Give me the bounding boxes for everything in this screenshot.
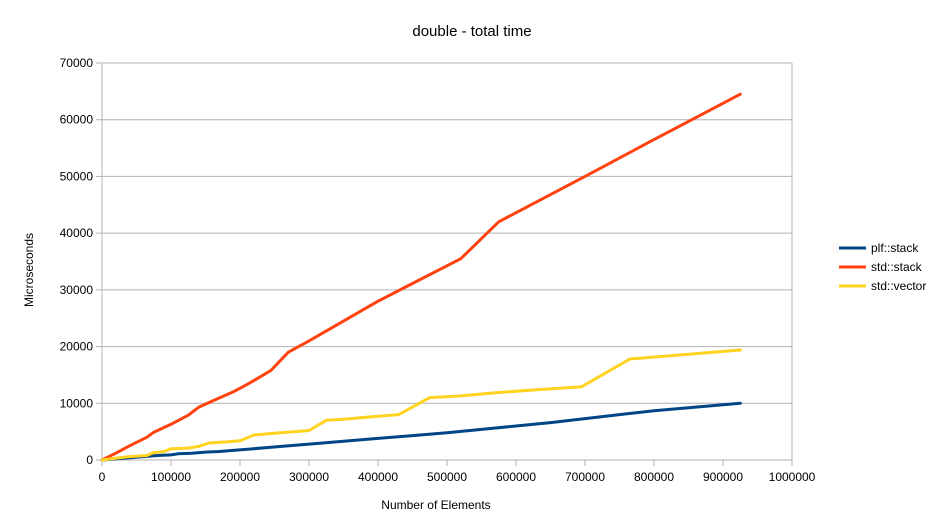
y-tick-label: 10000 xyxy=(60,396,94,410)
x-tick-label: 100000 xyxy=(151,470,191,484)
x-axis-ticks: 0 100000 200000 300000 400000 500000 600000 700… xyxy=(99,470,816,484)
series-line-std-vector xyxy=(100,348,742,462)
y-tick-label: 0 xyxy=(86,453,93,467)
x-axis-title: Number of Elements xyxy=(381,498,490,512)
legend-label: std::vector xyxy=(871,279,926,293)
x-tick-label: 300000 xyxy=(289,470,329,484)
y-tick-label: 30000 xyxy=(60,283,94,297)
legend-label: plf::stack xyxy=(871,241,919,255)
x-tick-label: 600000 xyxy=(496,470,536,484)
series-line-plf-stack xyxy=(100,401,742,462)
y-tick-label: 60000 xyxy=(60,113,94,127)
y-axis-ticks: 0 10000 20000 30000 40000 50000 60000 70000 xyxy=(60,56,94,467)
x-tick-label: 1000000 xyxy=(769,470,816,484)
legend-label: std::stack xyxy=(871,260,923,274)
x-tick-label: 500000 xyxy=(427,470,467,484)
x-tick-label: 200000 xyxy=(220,470,260,484)
y-tick-label: 40000 xyxy=(60,226,94,240)
x-tick-label: 700000 xyxy=(565,470,605,484)
y-axis-title: Microseconds xyxy=(22,233,36,307)
y-tick-label: 50000 xyxy=(60,169,94,183)
x-tick-label: 400000 xyxy=(358,470,398,484)
series-line-std-stack xyxy=(100,92,742,462)
x-tick-label: 800000 xyxy=(634,470,674,484)
y-tick-label: 20000 xyxy=(60,340,94,354)
x-tick-label: 0 xyxy=(99,470,106,484)
chart-title: double - total time xyxy=(412,23,531,40)
x-tick-label: 900000 xyxy=(703,470,743,484)
gridlines xyxy=(96,62,793,466)
y-tick-label: 70000 xyxy=(60,56,94,70)
series-lines xyxy=(100,92,742,462)
